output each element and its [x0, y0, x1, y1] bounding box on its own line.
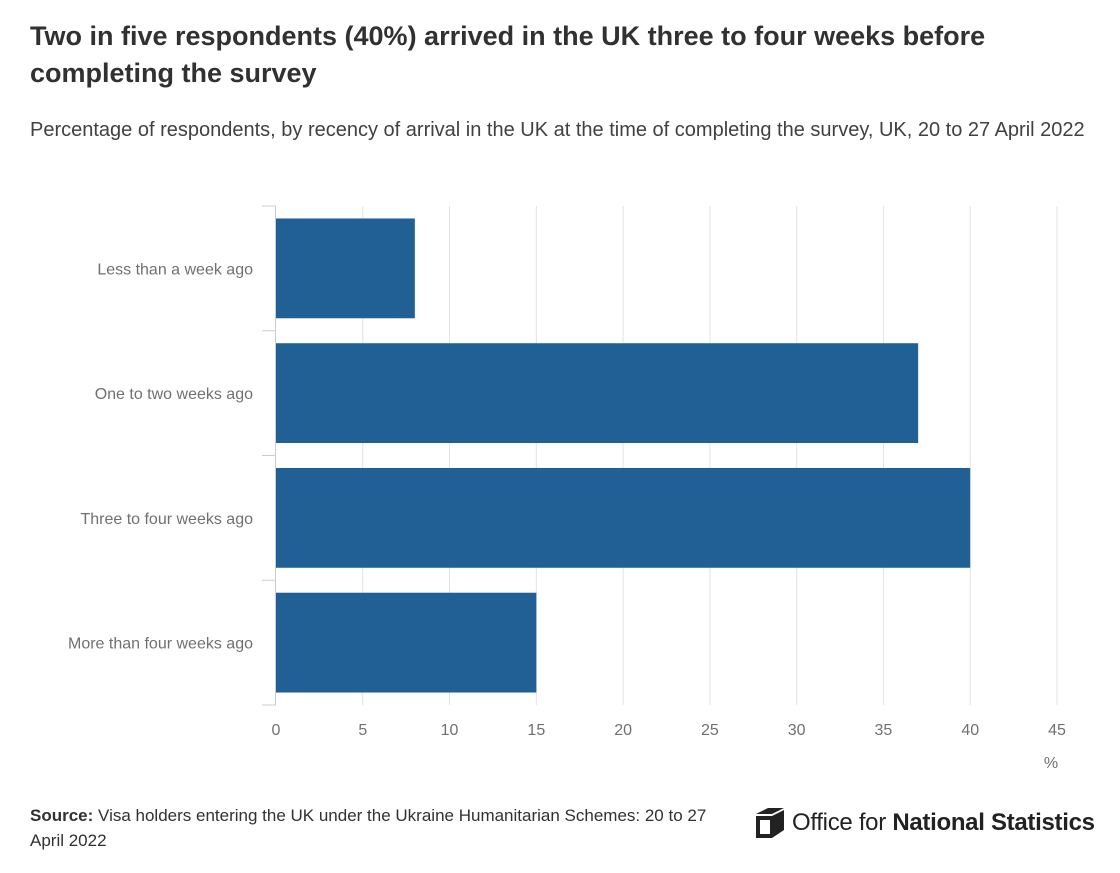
category-label: One to two weeks ago [95, 386, 253, 403]
ons-logo: Office for National Statistics [754, 808, 1095, 838]
x-axis-label: % [1044, 755, 1058, 772]
x-tick-label: 40 [961, 722, 979, 739]
source-note: Source: Visa holders entering the UK und… [30, 803, 730, 853]
category-label: More than four weeks ago [68, 636, 253, 653]
category-label: Less than a week ago [97, 261, 253, 278]
x-tick-label: 15 [527, 722, 545, 739]
x-tick-label: 30 [788, 722, 806, 739]
source-text: Visa holders entering the UK under the U… [30, 806, 707, 850]
bar [276, 343, 919, 444]
logo-text-strong: National Statistics [892, 809, 1095, 836]
bar [276, 467, 971, 568]
chart-title: Two in five respondents (40%) arrived in… [30, 21, 986, 88]
bar [276, 592, 537, 693]
logo-text: Office for National Statistics [792, 809, 1095, 837]
source-label: Source: [30, 806, 94, 825]
x-tick-label: 20 [614, 722, 632, 739]
chart-subtitle: Percentage of respondents, by recency of… [30, 119, 1085, 141]
bar-chart: Less than a week ago One to two weeks ago… [68, 205, 1066, 772]
x-tick-label: 5 [358, 722, 367, 739]
x-tick-label: 45 [1048, 722, 1066, 739]
x-tick-label: 25 [701, 722, 719, 739]
x-tick-label: 0 [272, 722, 281, 739]
category-label: Three to four weeks ago [80, 511, 253, 528]
x-tick-label: 35 [875, 722, 893, 739]
ons-logo-icon [756, 808, 784, 838]
logo-text-light: Office for [792, 809, 886, 836]
bar [276, 218, 415, 319]
x-tick-label: 10 [441, 722, 459, 739]
